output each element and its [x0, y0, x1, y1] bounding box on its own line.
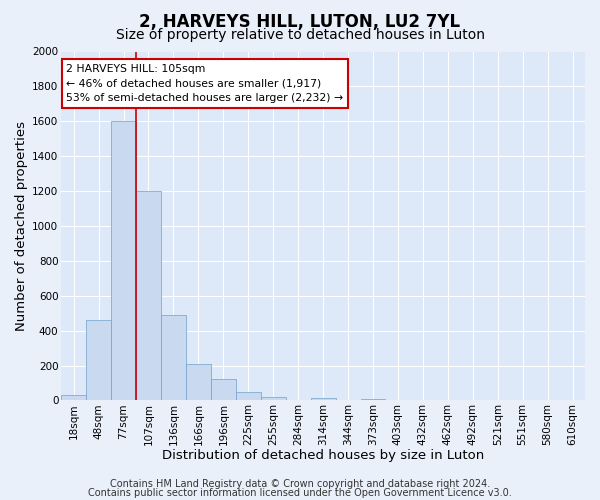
Text: 2, HARVEYS HILL, LUTON, LU2 7YL: 2, HARVEYS HILL, LUTON, LU2 7YL — [139, 12, 461, 30]
Bar — [311, 398, 335, 400]
Text: Size of property relative to detached houses in Luton: Size of property relative to detached ho… — [115, 28, 485, 42]
Bar — [61, 395, 86, 400]
Bar — [86, 320, 111, 400]
Bar — [261, 397, 286, 400]
Text: Contains public sector information licensed under the Open Government Licence v3: Contains public sector information licen… — [88, 488, 512, 498]
Bar — [211, 380, 236, 400]
X-axis label: Distribution of detached houses by size in Luton: Distribution of detached houses by size … — [162, 450, 484, 462]
Text: 2 HARVEYS HILL: 105sqm
← 46% of detached houses are smaller (1,917)
53% of semi-: 2 HARVEYS HILL: 105sqm ← 46% of detached… — [67, 64, 344, 104]
Bar — [236, 392, 261, 400]
Bar — [111, 122, 136, 400]
Bar — [186, 364, 211, 401]
Bar — [361, 398, 385, 400]
Y-axis label: Number of detached properties: Number of detached properties — [15, 121, 28, 331]
Text: Contains HM Land Registry data © Crown copyright and database right 2024.: Contains HM Land Registry data © Crown c… — [110, 479, 490, 489]
Bar — [161, 315, 186, 400]
Bar — [136, 191, 161, 400]
